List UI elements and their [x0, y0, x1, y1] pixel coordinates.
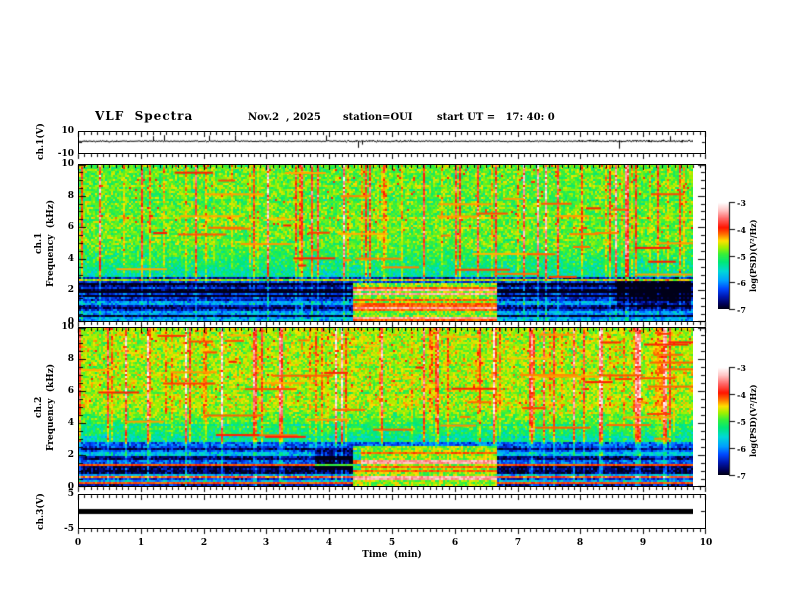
colorbar-tick-label: -5 [737, 252, 746, 262]
time-tick-label: 2 [200, 538, 208, 548]
time-axis-label: Time (min) [362, 550, 422, 560]
station-label: station=OUI [343, 112, 413, 123]
time-tick-label: 4 [325, 538, 333, 548]
freq-tick-label: 10 [61, 322, 74, 332]
time-tick-label: 3 [262, 538, 270, 548]
start-ut-label: start UT = 17: 40: 0 [437, 112, 555, 123]
ch1-ymin-label: -10 [57, 149, 74, 159]
colorbar-tick-label: -5 [737, 417, 746, 427]
ch2-spectrogram-canvas [79, 328, 693, 486]
time-tick-label: 6 [451, 538, 459, 548]
freq-tick-label: 2 [67, 285, 74, 295]
freq-tick-label: 10 [61, 159, 74, 169]
time-tick-label: 7 [514, 538, 522, 548]
colorbar-tick-label: -7 [737, 305, 746, 315]
colorbar-tick-label: -3 [737, 363, 746, 373]
freq-tick-label: 2 [67, 450, 74, 460]
freq-tick-label: 0 [67, 482, 74, 492]
time-tick-label: 9 [639, 538, 647, 548]
colorbar-tick-label: -6 [737, 444, 746, 454]
ch1-waveform-canvas [79, 132, 693, 153]
ch3-ymin-label: -5 [64, 524, 74, 534]
date-label: Nov.2 , 2025 [248, 112, 321, 123]
ch1-frequency-axis-label: Frequency (kHz) [46, 199, 56, 287]
ch2-frequency-axis-label: Frequency (kHz) [46, 363, 56, 451]
freq-tick-label: 6 [67, 222, 74, 232]
freq-tick-label: 4 [67, 418, 74, 428]
ch3-waveform-panel [78, 494, 706, 529]
ch1-spectrogram-canvas [79, 165, 693, 321]
colorbar-tick-label: -4 [737, 390, 746, 400]
ch3-waveform-canvas [79, 495, 693, 528]
freq-tick-label: 8 [67, 191, 74, 201]
ch1-ymax-label: 10 [61, 126, 74, 136]
ch2-channel-label: ch.2 [34, 396, 44, 418]
time-tick-label: 5 [388, 538, 396, 548]
freq-tick-label: 8 [67, 354, 74, 364]
freq-tick-label: 0 [67, 317, 74, 327]
time-tick-label: 1 [137, 538, 145, 548]
ch1-spectrogram-panel [78, 164, 706, 322]
freq-tick-label: 4 [67, 254, 74, 264]
colorbar-tick-label: -3 [737, 198, 746, 208]
colorbar-tick-label: -4 [737, 225, 746, 235]
freq-tick-label: 6 [67, 386, 74, 396]
ch1-channel-label: ch.1 [34, 232, 44, 254]
time-tick-label: 0 [74, 538, 82, 548]
figure-title: VLF Spectra [95, 109, 194, 123]
time-tick-label: 10 [699, 538, 713, 548]
ch1-colorbar [718, 202, 729, 309]
colorbar-tick-label: -6 [737, 278, 746, 288]
ch1-waveform-panel [78, 131, 706, 154]
colorbar-tick-label: -7 [737, 471, 746, 481]
ch2-colorbar [718, 367, 729, 475]
ch2-spectrogram-panel [78, 327, 706, 487]
time-tick-label: 8 [576, 538, 584, 548]
